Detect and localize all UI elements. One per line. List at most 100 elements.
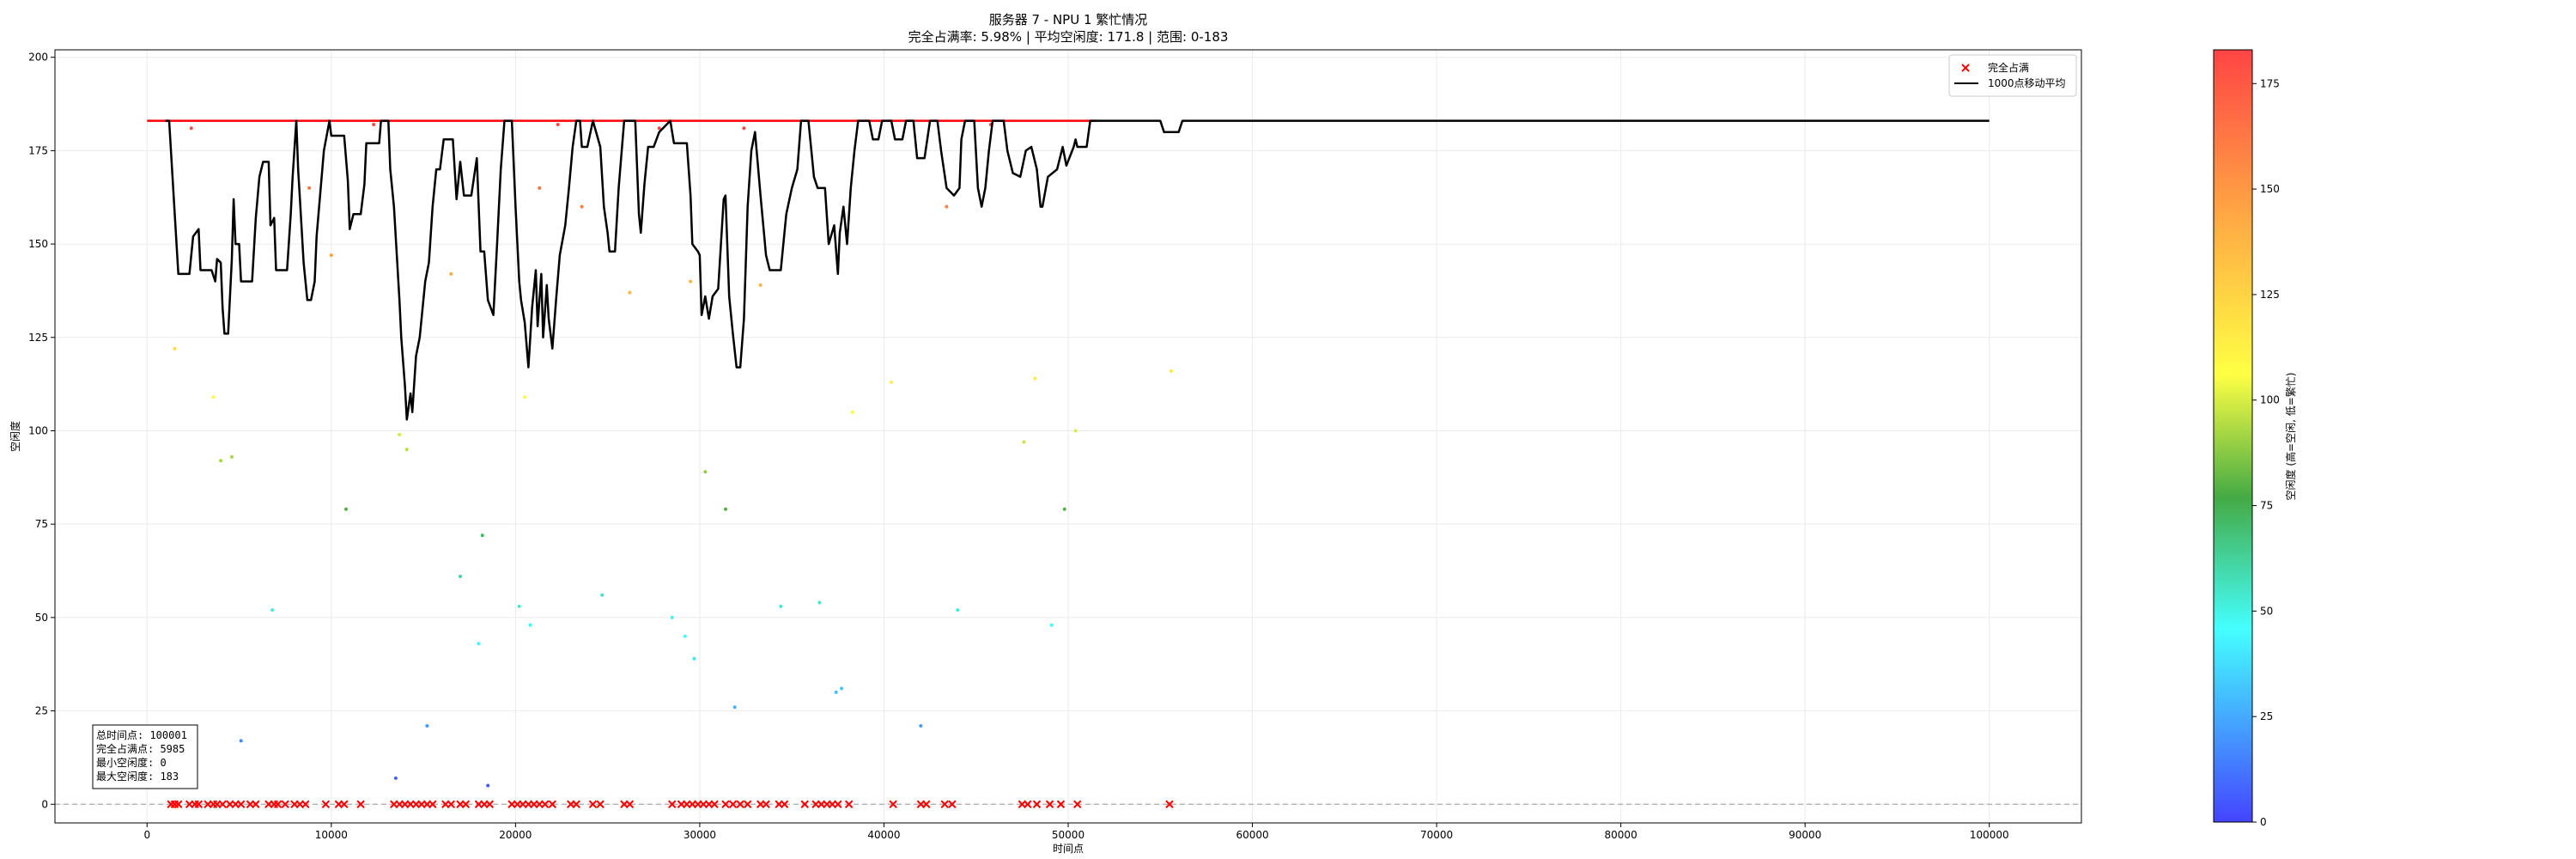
colorbar-tick-label: 125 [2260, 289, 2280, 301]
scatter-point [703, 470, 708, 474]
full-occupancy-marker [236, 800, 246, 808]
scatter-point [173, 346, 177, 350]
scatter-point [580, 204, 584, 209]
scatter-point [480, 533, 484, 538]
scatter-point [449, 271, 453, 276]
y-tick-label: 25 [35, 705, 48, 717]
moving-average-line [165, 119, 1990, 421]
moving-average-series [165, 119, 1990, 421]
scatter-point [523, 395, 527, 399]
scatter-point [723, 507, 727, 511]
scatter-point [689, 279, 693, 283]
full-occupancy-marker [800, 800, 809, 808]
full-occupancy-marker [588, 800, 598, 808]
y-axis-label: 空闲度 [9, 421, 21, 452]
x-tick-label: 30000 [683, 829, 716, 841]
scatter-point [1033, 376, 1037, 381]
scatter-point [1073, 429, 1078, 433]
stats-total-points: 总时间点: 100001 [96, 729, 187, 741]
full-occupancy-marker [321, 800, 331, 808]
x-tick-label: 90000 [1789, 829, 1821, 841]
full-occupancy-marker [461, 800, 471, 808]
scatter-point [840, 686, 844, 691]
scatter-point [742, 126, 746, 131]
scatter-point [211, 395, 216, 399]
scatter-point [1170, 369, 1174, 373]
full-occupancy-marker [736, 800, 744, 808]
legend-label-moving-average: 1000点移动平均 [1988, 77, 2066, 89]
chart-subtitle: 完全占满率: 5.98% | 平均空闲度: 171.8 | 范围: 0-183 [908, 29, 1229, 45]
scatter-point [670, 615, 674, 619]
scatter-point [1062, 507, 1066, 511]
scatter-point [270, 608, 275, 612]
full-occupancy-series [167, 800, 1174, 808]
scatter-point [404, 448, 409, 452]
full-occupancy-marker [834, 800, 842, 808]
scatter-point [538, 186, 542, 190]
colorbar-tick-label: 175 [2260, 77, 2280, 89]
y-tick-label: 0 [41, 798, 48, 810]
scatter-series [173, 122, 1174, 788]
full-occupancy-marker [340, 800, 349, 808]
full-occupancy-marker [762, 800, 770, 808]
full-occupancy-marker [356, 800, 365, 808]
scatter-point [657, 126, 661, 131]
y-tick-label: 200 [28, 52, 48, 64]
full-occupancy-marker [743, 800, 752, 808]
full-occupancy-marker [252, 800, 260, 808]
full-occupancy-marker [922, 800, 931, 808]
scatter-point [1022, 440, 1026, 444]
scatter-point [398, 432, 402, 436]
scatter-point [189, 126, 193, 131]
scatter-point [517, 604, 521, 608]
full-occupancy-marker [710, 800, 719, 808]
x-tick-label: 0 [143, 829, 150, 841]
full-occupancy-marker [428, 800, 437, 808]
scatter-point [459, 575, 462, 579]
colorbar: 0 25 50 75 100 125 150 175 空闲度 (高=空闲, 低=繁忙) [2213, 49, 2297, 828]
y-tick-label: 75 [35, 518, 48, 530]
scatter-point [393, 776, 398, 780]
stats-max-idle: 最大空闲度: 183 [96, 770, 179, 783]
full-occupancy-marker [1056, 800, 1066, 808]
chart-title: 服务器 7 - NPU 1 繁忙情况 [989, 12, 1148, 27]
full-occupancy-marker [668, 800, 677, 808]
scatter-point [834, 690, 838, 694]
scatter-point [372, 122, 376, 126]
full-occupancy-marker [572, 800, 580, 808]
colorbar-ticks: 0 25 50 75 100 125 150 175 [2252, 77, 2280, 828]
full-occupancy-marker [948, 800, 957, 808]
colorbar-label: 空闲度 (高=空闲, 低=繁忙) [2284, 373, 2297, 501]
full-occupancy-marker [1024, 800, 1032, 808]
full-occupancy-marker [728, 800, 738, 808]
x-tick-label: 40000 [867, 829, 900, 841]
full-occupancy-marker [218, 800, 227, 808]
full-occupancy-marker [1045, 800, 1054, 808]
scatter-point [556, 122, 560, 126]
full-occupancy-marker [1073, 800, 1082, 808]
full-occupancy-marker [174, 800, 183, 808]
y-tick-label: 125 [28, 332, 48, 344]
scatter-point [945, 204, 949, 209]
scatter-point [890, 380, 894, 384]
scatter-point [683, 634, 687, 638]
scatter-point [425, 723, 429, 728]
full-occupancy-marker [1165, 800, 1174, 808]
scatter-point [692, 656, 696, 661]
scatter-point [850, 410, 854, 414]
x-tick-label: 60000 [1236, 829, 1268, 841]
x-tick-label: 70000 [1420, 829, 1453, 841]
scatter-point [817, 600, 822, 605]
colorbar-gradient [2213, 49, 2253, 823]
scatter-point [528, 623, 532, 627]
colorbar-tick-label: 75 [2260, 500, 2273, 512]
scatter-point [919, 723, 923, 728]
stats-box: 总时间点: 100001 完全占满点: 5985 最小空闲度: 0 最大空闲度:… [92, 724, 198, 789]
scatter-point [1049, 623, 1054, 627]
full-occupancy-marker [721, 800, 730, 808]
scatter-point [779, 604, 783, 608]
full-occupancy-marker [301, 800, 310, 808]
scatter-point [229, 454, 234, 459]
colorbar-tick-label: 25 [2260, 710, 2273, 722]
legend-box [1948, 54, 2077, 97]
